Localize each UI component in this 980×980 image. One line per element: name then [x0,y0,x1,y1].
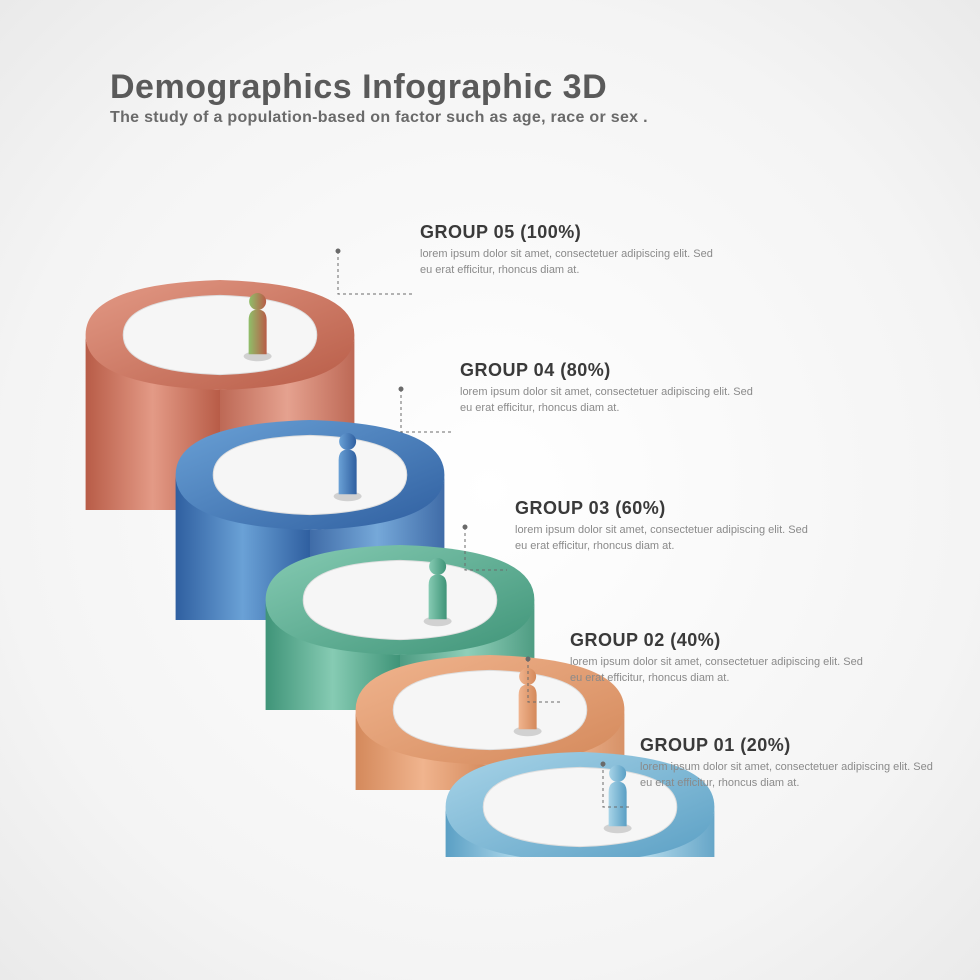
group-text: GROUP 03 (60%) lorem ipsum dolor sit amet… [515,498,815,555]
group-title: GROUP 01 (20%) [640,735,940,756]
connector-line [398,386,458,443]
group-text: GROUP 01 (20%) lorem ipsum dolor sit amet… [640,735,940,792]
group-body: lorem ipsum dolor sit amet, consectetuer… [460,385,760,417]
group-body: lorem ipsum dolor sit amet, consectetuer… [515,523,815,555]
group-body: lorem ipsum dolor sit amet, consectetuer… [570,655,870,687]
group-text: GROUP 04 (80%) lorem ipsum dolor sit amet… [460,360,760,417]
group-title: GROUP 03 (60%) [515,498,815,519]
group-title: GROUP 05 (100%) [420,222,720,243]
infographic-stage: GROUP 05 (100%) lorem ipsum dolor sit ame… [0,0,980,980]
connector-line [600,761,638,818]
group-text: GROUP 02 (40%) lorem ipsum dolor sit amet… [570,630,870,687]
connector-line [462,524,513,581]
group-text: GROUP 05 (100%) lorem ipsum dolor sit ame… [420,222,720,279]
group-title: GROUP 02 (40%) [570,630,870,651]
connector-line [335,248,418,305]
group-body: lorem ipsum dolor sit amet, consectetuer… [420,247,720,279]
group-body: lorem ipsum dolor sit amet, consectetuer… [640,760,940,792]
group-title: GROUP 04 (80%) [460,360,760,381]
connector-line [525,656,568,713]
